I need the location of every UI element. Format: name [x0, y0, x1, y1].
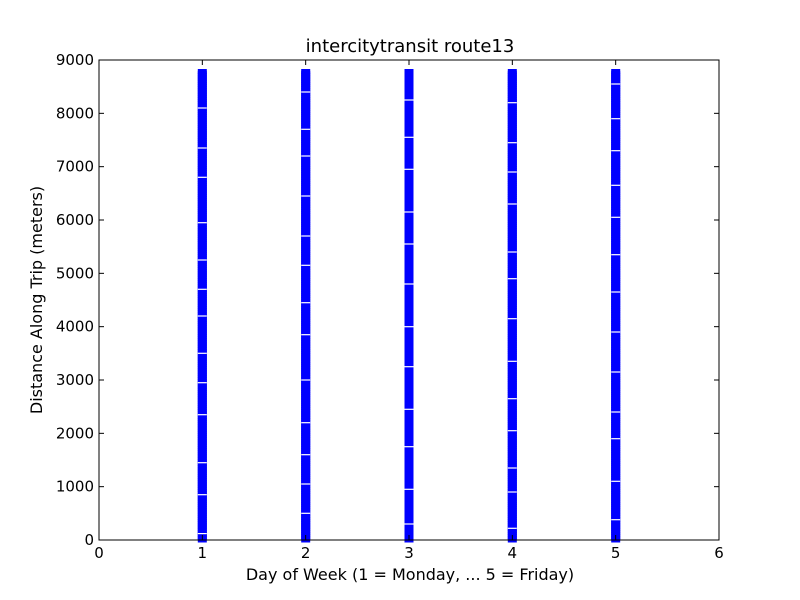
marker-gap — [197, 259, 207, 261]
marker-gap — [507, 102, 517, 104]
marker-gap — [301, 454, 311, 456]
marker-gap — [404, 366, 414, 368]
marker-gap — [197, 107, 207, 109]
marker-gap — [404, 168, 414, 170]
marker-gap — [404, 136, 414, 138]
marker-gap — [611, 150, 621, 152]
x-tick-label: 4 — [508, 544, 518, 562]
marker-gap — [301, 155, 311, 157]
marker-gap — [507, 430, 517, 432]
marker-gap — [301, 334, 311, 336]
y-tick-label: 8000 — [56, 104, 94, 122]
marker-gap — [197, 414, 207, 416]
marker-gap — [197, 222, 207, 224]
y-tick-label: 1000 — [56, 478, 94, 496]
series-day-1 — [197, 69, 207, 543]
marker-gap — [611, 216, 621, 218]
marker-gap — [507, 318, 517, 320]
y-tick-label: 7000 — [56, 158, 94, 176]
data-point — [197, 69, 207, 74]
marker-gap — [197, 352, 207, 354]
marker-gap — [301, 379, 311, 381]
marker-gap — [507, 398, 517, 400]
marker-gap — [404, 99, 414, 101]
marker-gap — [301, 512, 311, 514]
data-point — [507, 69, 517, 74]
marker-gap — [611, 331, 621, 333]
y-tick-label: 0 — [84, 531, 94, 549]
marker-gap — [404, 408, 414, 410]
series-day-2 — [301, 69, 311, 543]
marker-gap — [301, 128, 311, 130]
marker-gap — [611, 438, 621, 440]
marker-gap — [507, 360, 517, 362]
marker-gap — [197, 176, 207, 178]
marker-gap — [197, 462, 207, 464]
marker-gap — [507, 278, 517, 280]
marker-gap — [197, 288, 207, 290]
marker-gap — [404, 446, 414, 448]
marker-gap — [404, 283, 414, 285]
y-tick-label: 3000 — [56, 371, 94, 389]
marker-gap — [404, 488, 414, 490]
marker-gap — [507, 142, 517, 144]
marker-gap — [301, 483, 311, 485]
series-day-4 — [507, 69, 517, 543]
marker-gap — [611, 254, 621, 256]
marker-gap — [611, 411, 621, 413]
marker-gap — [301, 195, 311, 197]
y-axis-label: Distance Along Trip (meters) — [27, 186, 46, 414]
x-tick-label: 0 — [94, 544, 104, 562]
x-tick-label: 1 — [198, 544, 208, 562]
marker-gap — [197, 147, 207, 149]
marker-gap — [197, 533, 207, 535]
series-day-3 — [404, 69, 414, 543]
marker-gap — [404, 243, 414, 245]
axis-ticks: 0 1 2 3 4 5 6 0 1000 2000 3000 4000 5000 6000 7000 8000… — [56, 51, 724, 562]
marker-gap — [404, 326, 414, 328]
marker-gap — [611, 184, 621, 186]
marker-gap — [301, 422, 311, 424]
data-point — [404, 69, 414, 74]
marker-gap — [611, 519, 621, 521]
x-tick-label: 6 — [714, 544, 724, 562]
data-points — [197, 69, 621, 543]
marker-gap — [507, 491, 517, 493]
data-point — [611, 69, 621, 74]
x-tick-label: 5 — [611, 544, 621, 562]
marker-gap — [197, 494, 207, 496]
data-point — [301, 69, 311, 74]
y-tick-label: 6000 — [56, 211, 94, 229]
marker-gap — [611, 291, 621, 293]
marker-gap — [301, 235, 311, 237]
plot-frame — [98, 59, 720, 541]
series-day-5 — [611, 69, 621, 543]
x-axis-label: Day of Week (1 = Monday, ... 5 = Friday) — [246, 565, 574, 584]
marker-gap — [611, 83, 621, 85]
marker-gap — [301, 302, 311, 304]
marker-gap — [611, 118, 621, 120]
x-tick-label: 2 — [301, 544, 311, 562]
marker-gap — [507, 467, 517, 469]
marker-gap — [301, 91, 311, 93]
marker-gap — [611, 371, 621, 373]
chart-title: intercitytransit route13 — [306, 36, 515, 57]
y-tick-label: 9000 — [56, 51, 94, 69]
y-tick-label: 4000 — [56, 318, 94, 336]
y-tick-label: 5000 — [56, 264, 94, 282]
marker-gap — [507, 203, 517, 205]
marker-gap — [507, 527, 517, 529]
marker-gap — [404, 523, 414, 525]
marker-gap — [197, 382, 207, 384]
y-tick-label: 2000 — [56, 424, 94, 442]
x-tick-label: 3 — [404, 544, 414, 562]
marker-gap — [197, 315, 207, 317]
marker-gap — [301, 264, 311, 266]
marker-gap — [611, 480, 621, 482]
marker-gap — [404, 211, 414, 213]
marker-gap — [507, 251, 517, 253]
marker-gap — [507, 171, 517, 173]
